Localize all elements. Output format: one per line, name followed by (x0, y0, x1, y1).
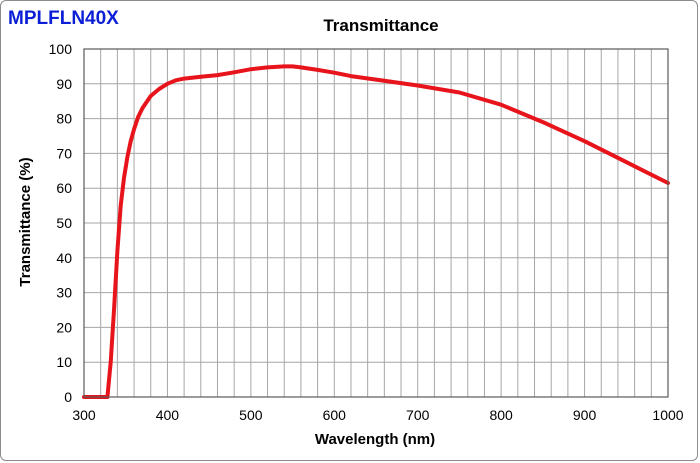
chart-title: Transmittance (323, 16, 438, 35)
x-tick-label: 1000 (652, 407, 683, 423)
x-tick-label: 700 (406, 407, 430, 423)
x-tick-label: 600 (323, 407, 347, 423)
y-tick-label: 100 (49, 41, 73, 57)
y-axis-title: Transmittance (%) (17, 157, 34, 286)
x-tick-label: 500 (239, 407, 263, 423)
y-tick-label: 40 (56, 250, 72, 266)
plot-border (83, 48, 669, 398)
y-tick-label: 50 (56, 215, 72, 231)
series-line (82, 64, 670, 399)
tick-labels: 300 400 500 600 700 800 900 1000 0 10 20 30 40 50 60 70… (49, 41, 684, 423)
y-tick-label: 60 (56, 180, 72, 196)
x-tick-label: 900 (573, 407, 597, 423)
x-axis-title: Wavelength (nm) (315, 431, 435, 448)
y-tick-label: 20 (56, 319, 72, 335)
y-tick-label: 80 (56, 111, 72, 127)
plot-area-border (83, 48, 669, 398)
x-tick-label: 300 (72, 407, 96, 423)
series-layer (82, 64, 670, 399)
x-tick-label: 400 (156, 407, 180, 423)
y-tick-label: 0 (64, 389, 72, 405)
model-label: MPLFLN40X (8, 8, 119, 29)
y-tick-label: 90 (56, 76, 72, 92)
grid (84, 49, 668, 397)
y-tick-label: 10 (56, 354, 72, 370)
x-tick-label: 800 (489, 407, 513, 423)
y-tick-label: 30 (56, 285, 72, 301)
y-tick-label: 70 (56, 145, 72, 161)
